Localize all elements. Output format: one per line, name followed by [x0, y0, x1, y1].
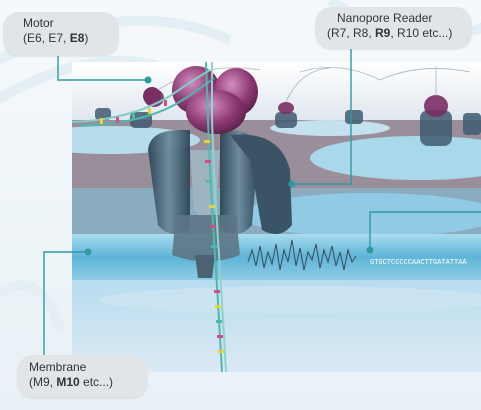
- dna-bases: [100, 100, 224, 353]
- membrane-versions-prefix: (M9,: [29, 375, 57, 389]
- pointer-dots: [84, 76, 374, 256]
- reader-pointer-2: [369, 211, 481, 250]
- motor-pointer: [57, 46, 148, 81]
- nanopore-protein: [148, 130, 292, 278]
- pointer-lines: [43, 40, 481, 362]
- membrane-versions-suffix: etc...): [79, 375, 114, 389]
- reader-versions-highlight: R9: [375, 26, 391, 40]
- reader-versions-prefix: (R7, R8,: [327, 26, 376, 40]
- signal-trace: [247, 239, 357, 271]
- membrane-layer: [72, 234, 481, 280]
- nanopore-reader-label: Nanopore Reader (R7, R8, R9, R10 etc...): [315, 7, 472, 49]
- motor-versions-highlight: E8: [69, 31, 85, 45]
- readout-sequence: GTGCTCCCCCAACTTGATATTAA: [370, 259, 467, 267]
- membrane-pointer: [43, 251, 88, 362]
- scene: [72, 62, 481, 372]
- motor-label: Motor (E6, E7, E8): [3, 12, 119, 56]
- reader-title: Nanopore Reader: [337, 11, 433, 25]
- motor-versions-suffix: ): [84, 31, 89, 45]
- motor-versions-prefix: (E6, E7,: [23, 31, 70, 45]
- motor-protein: [143, 66, 258, 134]
- reader-pointer: [292, 40, 352, 185]
- membrane-title: Membrane: [29, 360, 87, 374]
- membrane-versions-highlight: M10: [56, 375, 80, 389]
- motor-title: Motor: [23, 16, 54, 30]
- reader-versions-suffix: , R10 etc...): [390, 26, 453, 40]
- membrane-label: Membrane (M9, M10 etc...): [17, 355, 148, 398]
